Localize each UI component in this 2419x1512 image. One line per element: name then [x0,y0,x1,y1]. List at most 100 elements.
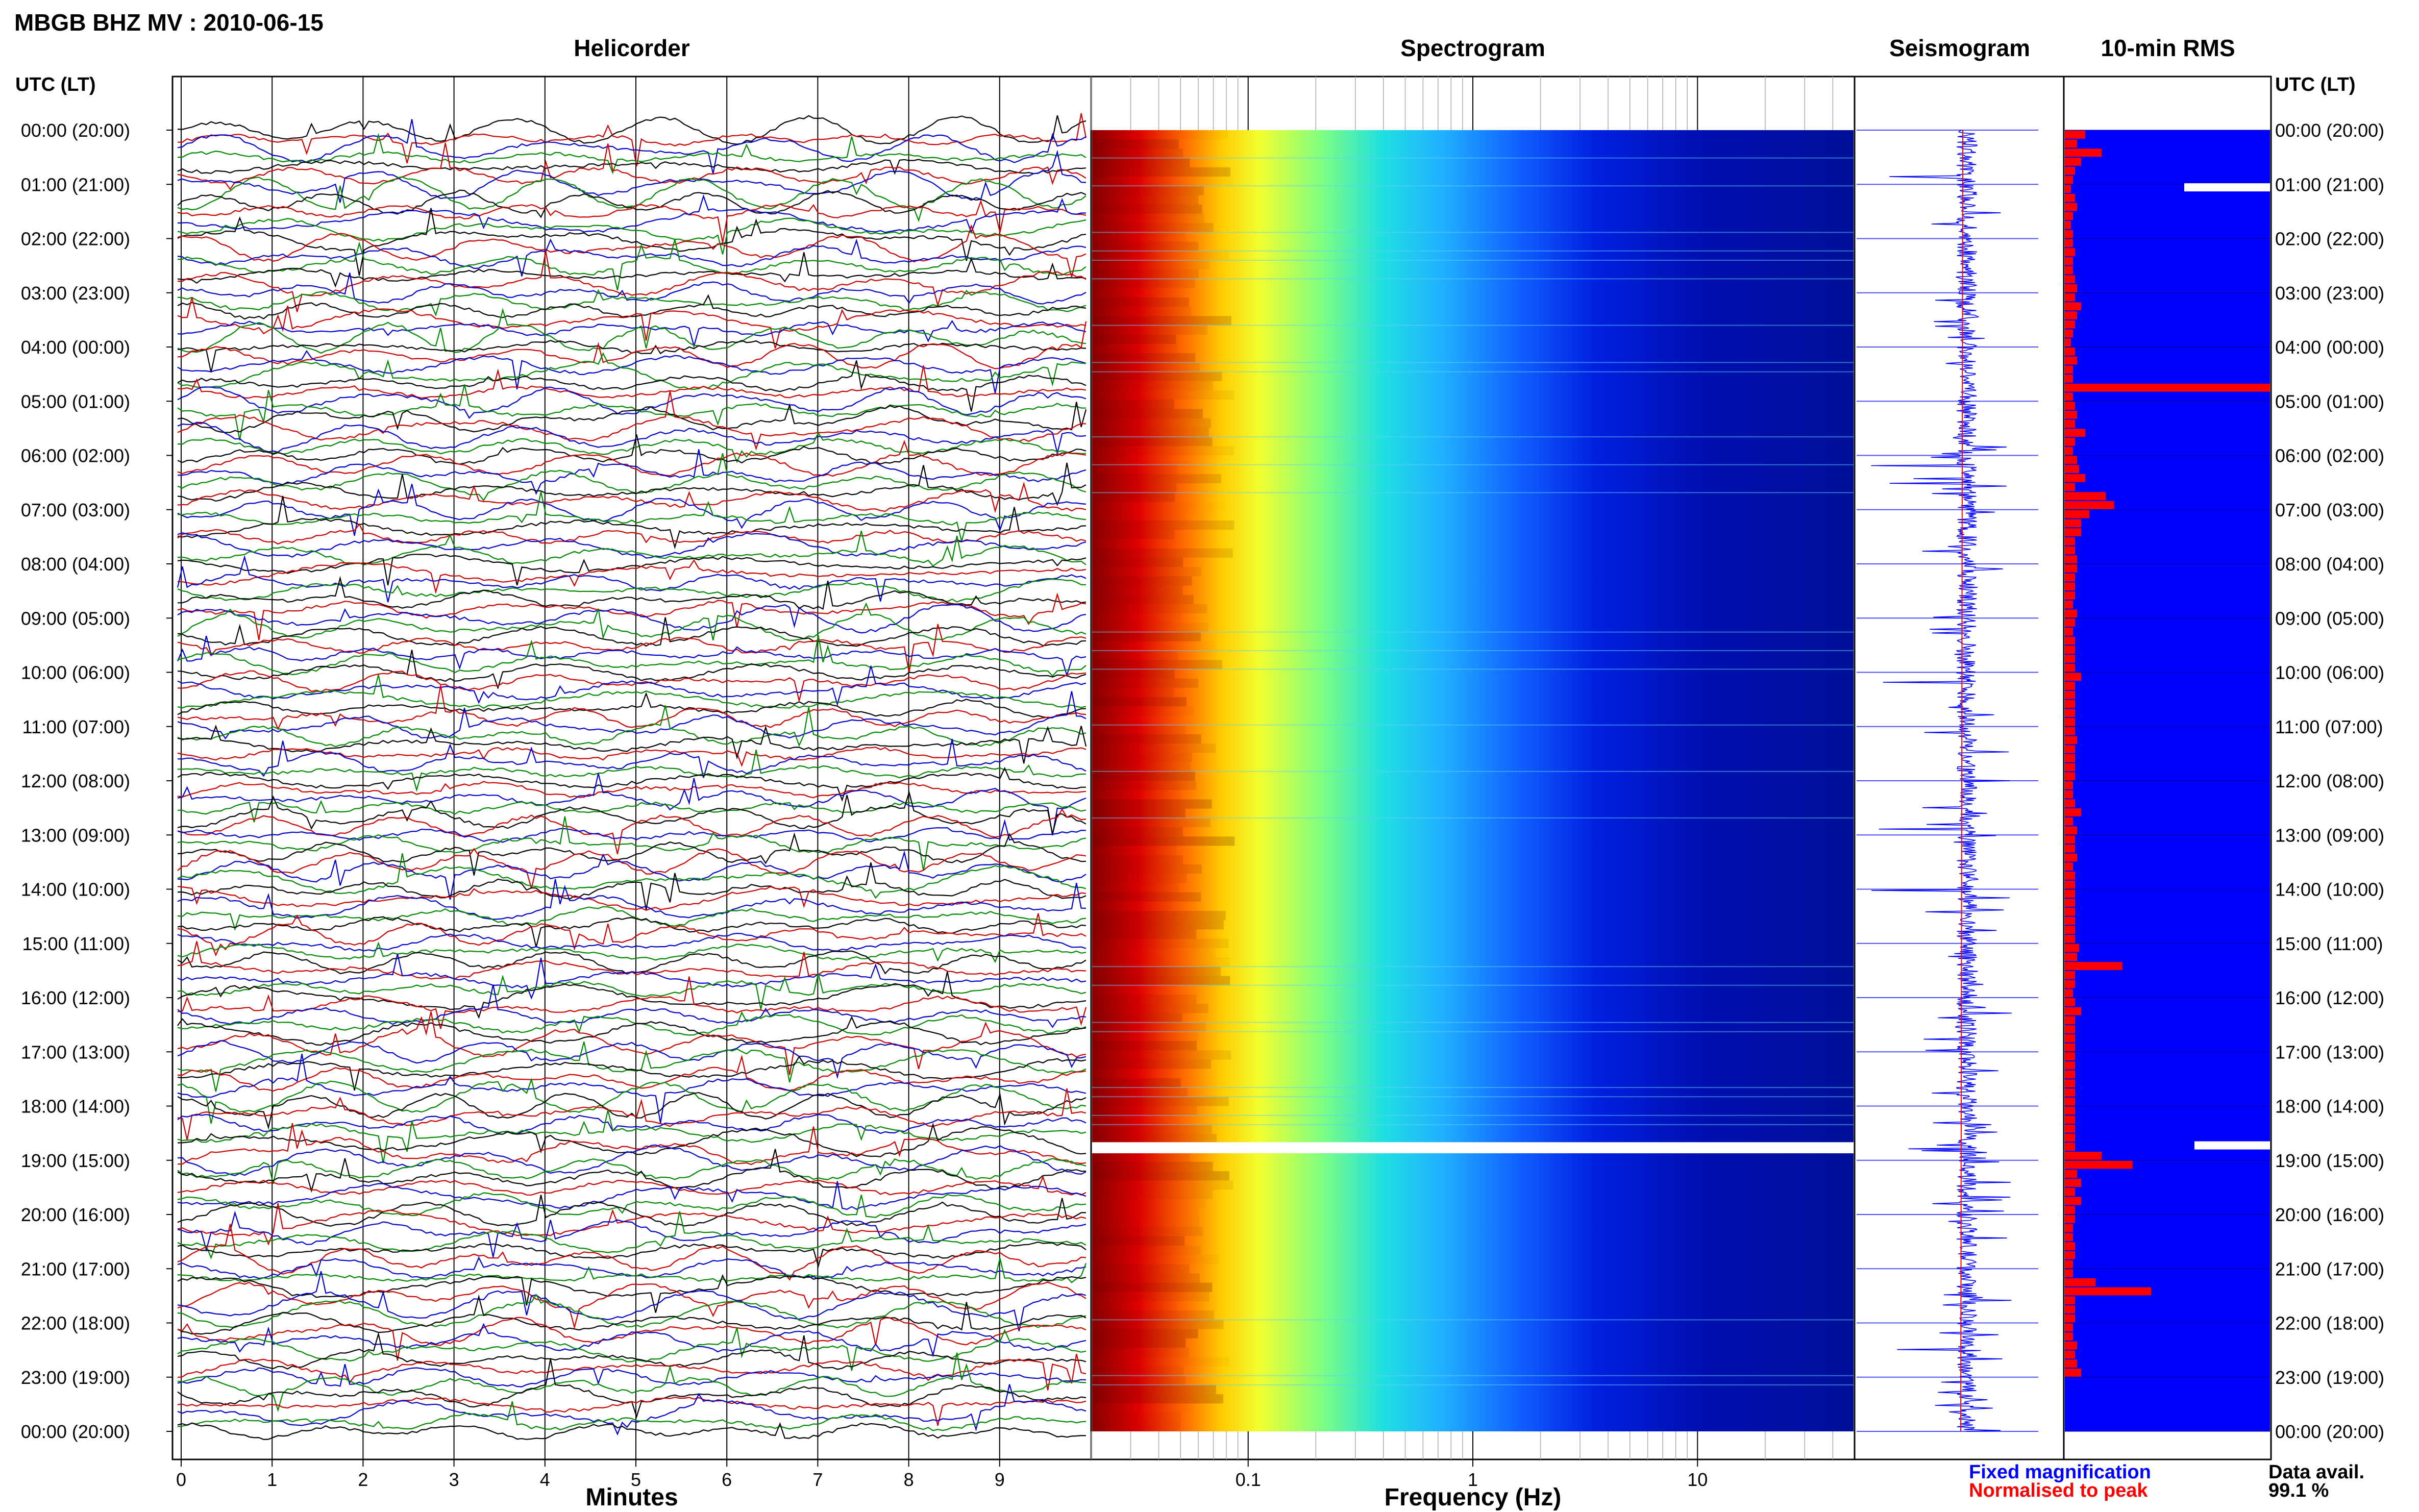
spectrogram-row [1092,1087,1188,1097]
rms-bar [2065,1061,2076,1070]
helicorder-trace [177,1092,1087,1130]
helicorder-trace [177,1271,1087,1331]
spectrogram-row [1092,483,1177,493]
rms-bar [2065,745,2076,753]
helicorder-trace [177,189,1087,218]
helicorder-trace [177,691,1087,740]
time-tick-right: 04:00 (00:00) [2275,337,2384,358]
helicorder-trace [177,1042,1087,1092]
rms-bar [2065,1359,2078,1368]
spectrogram-row [1092,864,1202,874]
helicorder-trace [177,1364,1087,1387]
spectrogram-row [1092,994,1197,1004]
helicorder-trace [177,932,1087,952]
rms-bar [2065,772,2076,780]
time-tick-left: 23:00 (19:00) [21,1367,130,1388]
rms-bar [2065,944,2080,952]
time-tick-right: 02:00 (22:00) [2275,229,2384,250]
helicorder-trace [177,953,1087,1000]
spectrogram-tick-label: 0.1 [1236,1469,1261,1490]
rms-bar [2065,808,2082,816]
spectrogram-row [1092,1282,1213,1292]
helicorder-trace [177,984,1087,1028]
helicorder-trace [177,200,1087,243]
rms-bar [2065,1106,2076,1115]
time-tick-right: 23:00 (19:00) [2275,1367,2384,1388]
time-tick-left: 10:00 (06:00) [21,662,130,683]
spectrogram-row [1092,1366,1184,1376]
spectrogram-row [1092,1199,1206,1208]
spectrogram-row [1092,409,1203,418]
rms-bar [2065,980,2076,988]
spectrogram-row [1092,1310,1214,1320]
time-tick-left: 08:00 (04:00) [21,554,130,575]
time-tick-left: 04:00 (00:00) [21,337,130,358]
rms-bar [2065,880,2076,889]
rms-bar [2065,166,2076,175]
rms-bar [2065,899,2076,907]
spectrogram-row [1092,1255,1220,1264]
helicorder-tick-label: 4 [540,1469,550,1490]
helicorder-trace [177,462,1087,506]
figure-title: MBGB BHZ MV : 2010-06-15 [14,9,324,36]
helicorder-trace [177,360,1087,412]
spectrogram-row [1092,1116,1179,1125]
helicorder-trace [177,142,1087,190]
helicorder-trace [177,1317,1087,1361]
rms-bar [2065,329,2074,338]
time-tick-left: 05:00 (01:00) [21,391,130,412]
spectrogram-row [1092,883,1179,893]
helicorder-trace [177,1053,1087,1124]
time-tick-left: 02:00 (22:00) [21,229,130,250]
spectrogram-row [1092,678,1199,688]
rms-bar [2065,392,2074,401]
rms-bar [2065,1187,2076,1196]
rms-bar [2065,872,2076,880]
rms-bar [2065,1088,2076,1097]
helicorder-trace [177,747,1087,767]
spectrogram-row [1092,177,1232,186]
helicorder-trace [177,976,1087,1029]
spectrogram-row [1092,195,1199,205]
spectrogram-row [1092,576,1192,586]
helicorder-trace [177,194,1086,234]
rms-bar [2065,266,2074,275]
rms-bar [2065,492,2106,501]
spectrogram-row [1092,1041,1197,1051]
time-tick-right: 22:00 (18:00) [2275,1313,2384,1334]
time-tick-left: 22:00 (18:00) [21,1313,130,1334]
spectrogram-row [1092,232,1186,242]
helicorder-trace [177,790,1087,834]
helicorder-trace [177,781,1087,799]
time-tick-left: 12:00 (08:00) [21,771,130,791]
spectrogram-row [1092,297,1189,307]
spectrogram-row [1092,1078,1181,1088]
spectrogram-row [1092,390,1235,400]
spectrogram-row [1092,1152,1190,1162]
helicorder-trace [177,1192,1087,1218]
rms-bar [2065,248,2076,256]
seismogram-title: Seismogram [1889,35,2030,61]
spectrogram-row [1092,567,1202,577]
spectrogram-row [1092,1097,1229,1106]
helicorder-trace [177,650,1087,690]
helicorder-xlabel: Minutes [585,1484,678,1511]
helicorder-trace [177,1281,1087,1330]
spectrogram-row [1092,251,1229,260]
helicorder-trace [177,578,1087,603]
helicorder-trace [177,402,1087,433]
spectrogram-row [1092,762,1191,772]
left-time-ticks: 00:00 (20:00) 01:00 (21:00) 02:00 (22:00) 0… [21,120,172,1442]
time-tick-right: 18:00 (14:00) [2275,1096,2384,1117]
spectrogram-row [1092,130,1227,139]
spectrogram-row [1092,734,1201,744]
helicorder-trace [177,113,1087,167]
rms-bar [2065,356,2078,365]
spectrogram-row [1092,687,1174,698]
spectrogram-row [1092,204,1202,214]
spectrogram-row [1092,771,1195,781]
rms-bar [2065,1251,2076,1259]
helicorder-trace [177,941,1087,963]
spectrogram-row [1092,948,1216,957]
helicorder-trace [177,1422,1087,1441]
